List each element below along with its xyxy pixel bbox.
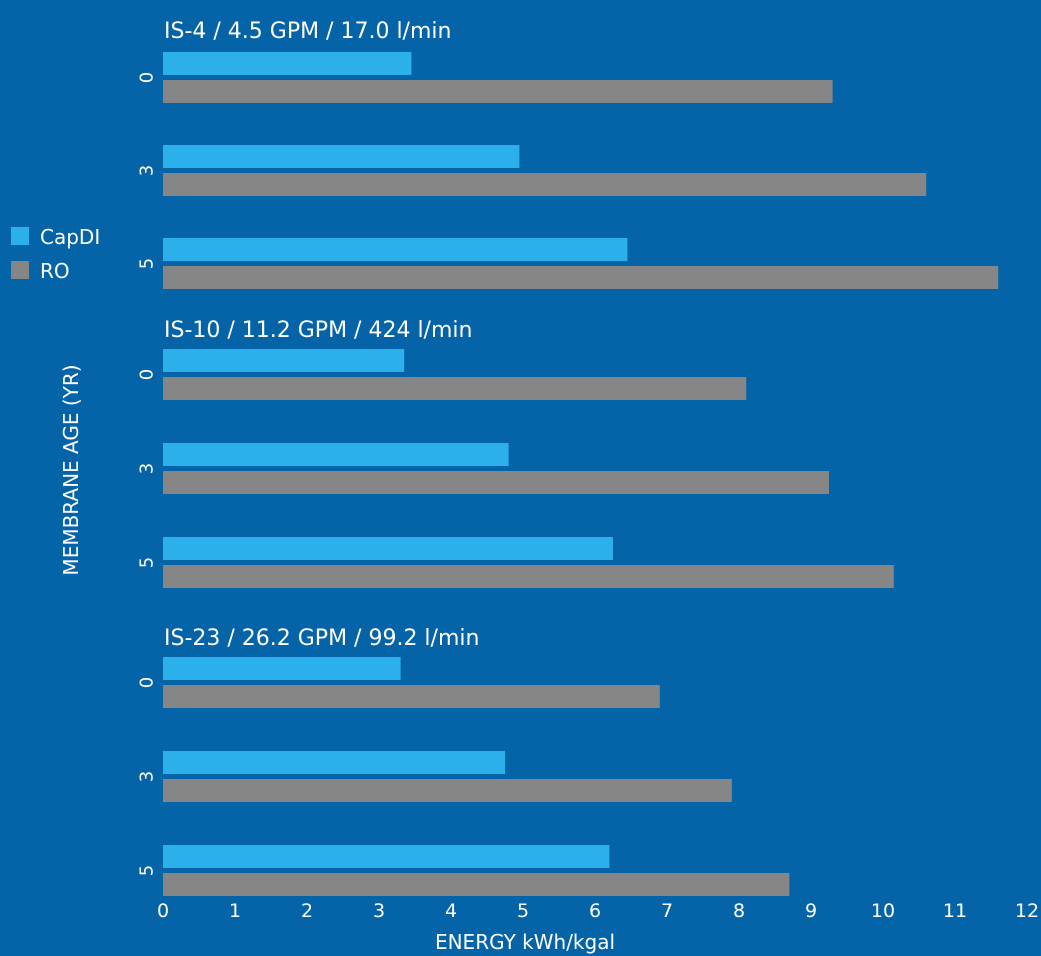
- category-label: 3: [137, 463, 158, 474]
- category-label: 5: [137, 258, 158, 269]
- x-tick-label: 12: [1015, 900, 1039, 922]
- bar-capdi: [163, 145, 520, 168]
- x-tick-label: 9: [805, 900, 817, 922]
- category-label: 5: [137, 557, 158, 568]
- bar-capdi: [163, 845, 610, 868]
- bar-capdi: [163, 751, 505, 774]
- category-label: 0: [137, 72, 158, 83]
- group-title: IS-23 / 26.2 GPM / 99.2 l/min: [164, 626, 479, 651]
- bar-capdi: [163, 238, 628, 261]
- bar-capdi: [163, 657, 401, 680]
- legend-swatch-capdi: [11, 227, 29, 245]
- bar-ro: [163, 873, 790, 896]
- x-tick-label: 3: [373, 900, 385, 922]
- bar-capdi: [163, 52, 412, 75]
- legend-swatch-ro: [11, 261, 29, 279]
- bar-ro: [163, 266, 999, 289]
- bar-capdi: [163, 443, 509, 466]
- x-tick-label: 11: [943, 900, 967, 922]
- x-tick-label: 4: [445, 900, 457, 922]
- x-tick-label: 8: [733, 900, 745, 922]
- legend-label-capdi: CapDI: [40, 225, 100, 249]
- bar-ro: [163, 685, 660, 708]
- x-axis-ticks: 0 1 2 3 4 5 6 7 8 9 10 11 12: [157, 900, 1039, 922]
- x-axis-label: ENERGY kWh/kgal: [435, 930, 615, 954]
- legend: CapDI RO: [11, 225, 100, 283]
- x-tick-label: 7: [661, 900, 673, 922]
- bar-capdi: [163, 349, 405, 372]
- chart-group: IS-23 / 26.2 GPM / 99.2 l/min 0 3 5: [137, 626, 790, 896]
- group-title: IS-4 / 4.5 GPM / 17.0 l/min: [164, 19, 451, 44]
- bar-ro: [163, 173, 927, 196]
- legend-label-ro: RO: [40, 259, 70, 283]
- category-label: 0: [137, 677, 158, 688]
- bar-ro: [163, 377, 747, 400]
- chart-group: IS-4 / 4.5 GPM / 17.0 l/min 0 3 5: [137, 19, 999, 289]
- y-axis-label: MEMBRANE AGE (YR): [59, 364, 83, 575]
- x-tick-label: 0: [157, 900, 169, 922]
- category-label: 3: [137, 771, 158, 782]
- bar-ro: [163, 565, 894, 588]
- group-title: IS-10 / 11.2 GPM / 424 l/min: [164, 318, 472, 343]
- chart-group: IS-10 / 11.2 GPM / 424 l/min 0 3 5: [137, 318, 894, 588]
- x-tick-label: 10: [871, 900, 895, 922]
- category-label: 5: [137, 865, 158, 876]
- x-tick-label: 2: [301, 900, 313, 922]
- bar-capdi: [163, 537, 613, 560]
- x-tick-label: 1: [229, 900, 241, 922]
- category-label: 0: [137, 369, 158, 380]
- bar-ro: [163, 779, 732, 802]
- bar-ro: [163, 80, 833, 103]
- category-label: 3: [137, 165, 158, 176]
- x-tick-label: 5: [517, 900, 529, 922]
- bar-ro: [163, 471, 829, 494]
- x-tick-label: 6: [589, 900, 601, 922]
